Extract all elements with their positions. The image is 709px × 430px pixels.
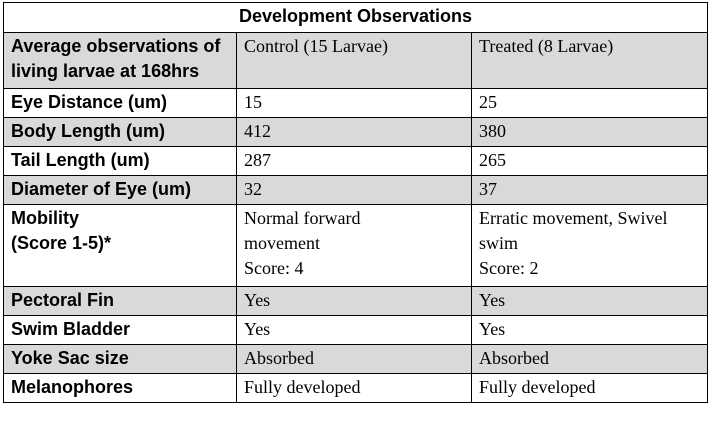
row-control-value: 412 [236, 117, 472, 147]
row-label: Swim Bladder [3, 315, 237, 345]
header-label: Average observations of living larvae at… [3, 32, 237, 89]
row-label: Yoke Sac size [3, 344, 237, 374]
table-row: Swim Bladder Yes Yes [3, 315, 709, 345]
row-control-value: 15 [236, 88, 472, 118]
row-label: Body Length (um) [3, 117, 237, 147]
table-header-row: Average observations of living larvae at… [3, 32, 709, 89]
row-control-value: Fully developed [236, 373, 472, 403]
table-row: Pectoral Fin Yes Yes [3, 286, 709, 316]
development-observations-table: Development Observations Average observa… [2, 2, 709, 403]
table-title-row: Development Observations [2, 2, 709, 33]
row-label: Mobility (Score 1-5)* [3, 204, 237, 287]
table-row: Melanophores Fully developed Fully devel… [3, 373, 709, 403]
row-label: Pectoral Fin [3, 286, 237, 316]
row-treated-value: 265 [470, 146, 709, 176]
row-treated-value: Yes [470, 286, 709, 316]
row-control-value: Absorbed [236, 344, 472, 374]
row-label: Tail Length (um) [3, 146, 237, 176]
row-treated-value: 37 [470, 175, 709, 205]
row-label: Diameter of Eye (um) [3, 175, 237, 205]
observations-table-container: Development Observations Average observa… [2, 2, 709, 403]
row-control-value: 32 [236, 175, 472, 205]
row-treated-value: Fully developed [470, 373, 709, 403]
table-title: Development Observations [2, 2, 709, 33]
row-control-value: Normal forward movement Score: 4 [236, 204, 472, 287]
row-label: Melanophores [3, 373, 237, 403]
row-control-value: 287 [236, 146, 472, 176]
table-row: Body Length (um) 412 380 [3, 117, 709, 147]
table-row: Mobility (Score 1-5)* Normal forward mov… [3, 204, 709, 287]
row-treated-value: Yes [470, 315, 709, 345]
header-treated: Treated (8 Larvae) [470, 32, 709, 89]
row-treated-value: 25 [470, 88, 709, 118]
row-treated-value: Erratic movement, Swivel swim Score: 2 [470, 204, 709, 287]
header-control: Control (15 Larvae) [236, 32, 472, 89]
row-treated-value: Absorbed [470, 344, 709, 374]
row-label: Eye Distance (um) [3, 88, 237, 118]
row-control-value: Yes [236, 315, 472, 345]
table-row: Yoke Sac size Absorbed Absorbed [3, 344, 709, 374]
row-control-value: Yes [236, 286, 472, 316]
row-treated-value: 380 [470, 117, 709, 147]
table-row: Tail Length (um) 287 265 [3, 146, 709, 176]
table-row: Diameter of Eye (um) 32 37 [3, 175, 709, 205]
table-row: Eye Distance (um) 15 25 [3, 88, 709, 118]
